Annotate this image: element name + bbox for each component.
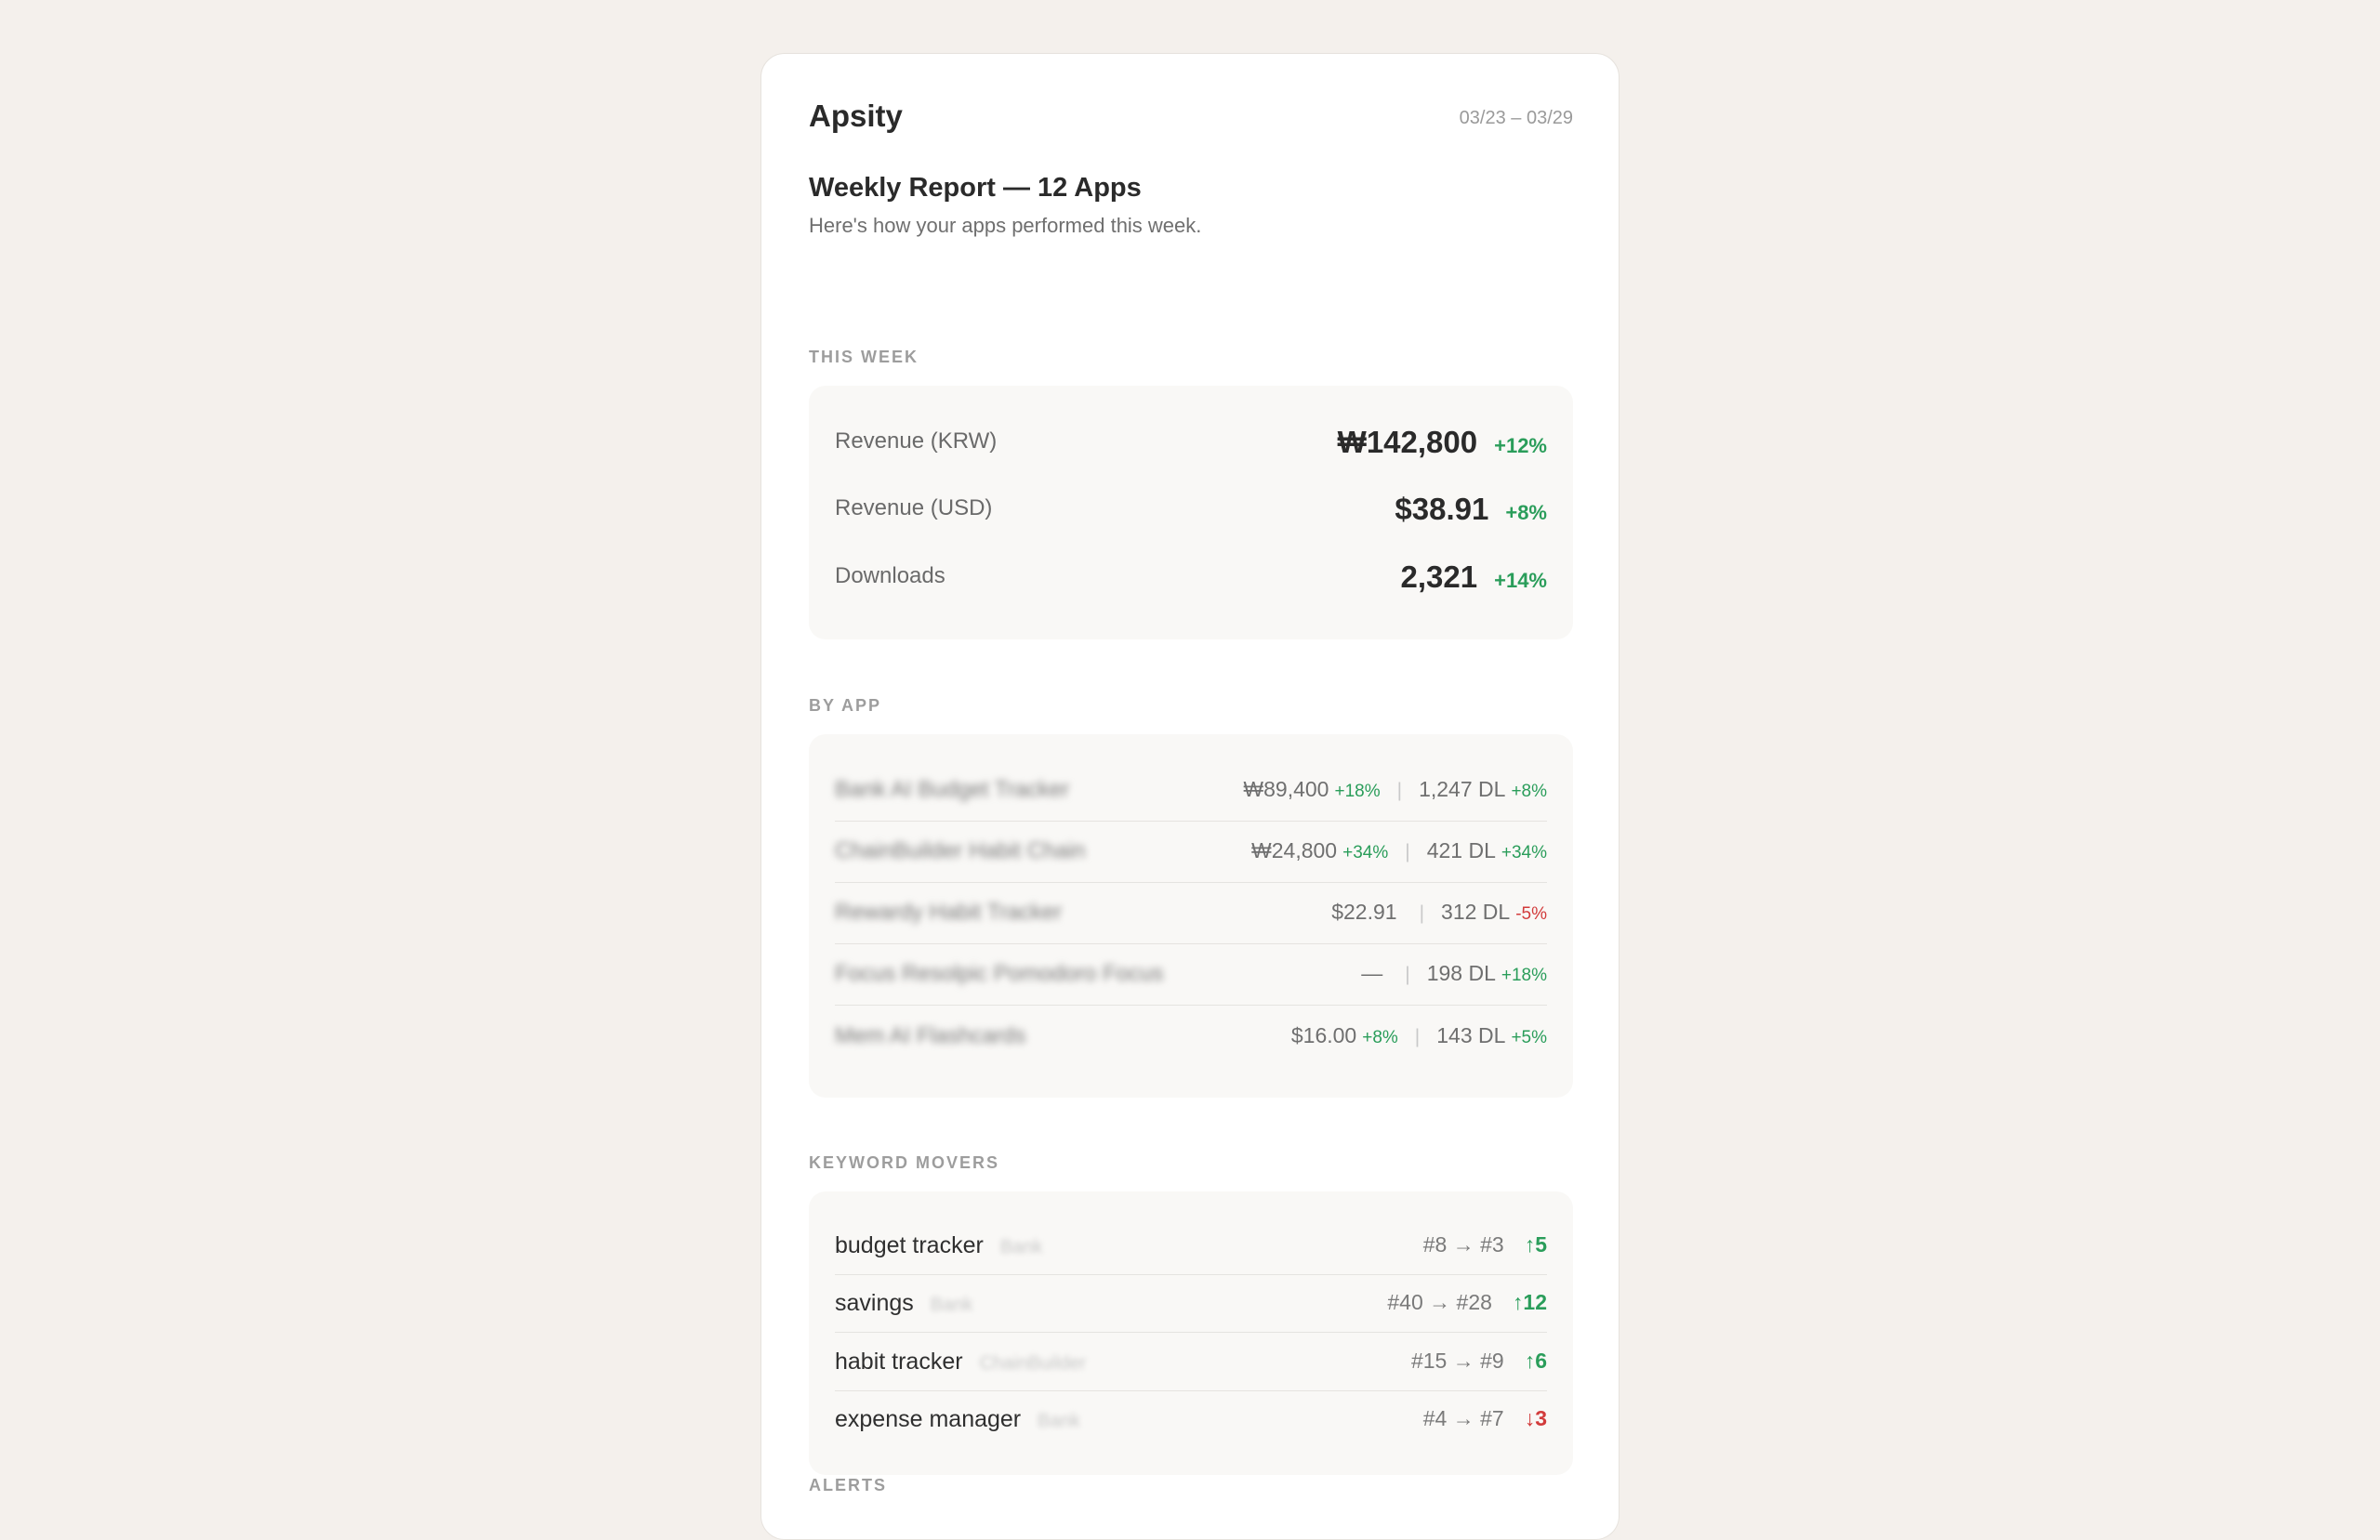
keyword-row[interactable]: habit tracker ChainBuilder #15 → #9 ↑6 <box>835 1334 1547 1391</box>
app-stats: ₩89,400 +18% | 1,247 DL +8% <box>1243 777 1547 802</box>
app-revenue: $16.00 <box>1290 1023 1357 1047</box>
stat-values: 2,321 +14% <box>1401 559 1547 595</box>
weekly-report-card: Apsity 03/23 – 03/29 Weekly Report — 12 … <box>760 53 1620 1540</box>
keyword-name-wrap: expense manager Bank <box>835 1406 1080 1433</box>
keyword-movers-panel: budget tracker Bank #8 → #3 ↑5 savings Ban… <box>809 1191 1573 1475</box>
report-header: Apsity 03/23 – 03/29 <box>809 99 1573 139</box>
by-app-panel: Bank AI Budget Tracker ₩89,400 +18% | 1,… <box>809 734 1573 1098</box>
keyword-rank: #15 → #9 <box>1410 1349 1504 1373</box>
app-revenue: $22.91 <box>1331 900 1397 924</box>
app-downloads-change: +18% <box>1501 966 1547 985</box>
app-downloads: 143 DL <box>1436 1023 1506 1047</box>
app-row[interactable]: Focus Resolpic Pomodoro Focus — | 198 DL… <box>835 944 1547 1006</box>
date-range: 03/23 – 03/29 <box>1459 108 1573 128</box>
app-revenue: ₩24,800 <box>1251 838 1338 862</box>
section-label-by-app: BY APP <box>809 696 882 715</box>
stat-change: +12% <box>1494 434 1547 457</box>
report-title: Weekly Report — 12 Apps <box>809 173 1142 203</box>
keyword-name-wrap: habit tracker ChainBuilder <box>835 1349 1086 1375</box>
app-row[interactable]: ChainBuilder Habit Chain ₩24,800 +34% | … <box>835 822 1547 883</box>
app-stats: $16.00 +8% | 143 DL +5% <box>1291 1023 1547 1048</box>
app-downloads-change: +34% <box>1501 843 1547 862</box>
keyword-app: Bank <box>930 1295 973 1315</box>
app-stats: ₩24,800 +34% | 421 DL +34% <box>1251 838 1547 863</box>
keyword-rank: #8 → #3 <box>1422 1232 1504 1257</box>
stat-value: $38.91 <box>1395 492 1489 526</box>
keyword-row[interactable]: expense manager Bank #4 → #7 ↓3 <box>835 1391 1547 1449</box>
app-downloads: 1,247 DL <box>1419 777 1506 801</box>
keyword-app: Bank <box>1038 1411 1080 1431</box>
keyword-name-wrap: savings Bank <box>835 1290 972 1317</box>
keyword-rank: #4 → #7 <box>1422 1406 1504 1430</box>
app-stats: $22.91 | 312 DL -5% <box>1331 900 1547 925</box>
stat-values: $38.91 +8% <box>1395 492 1547 527</box>
app-name: ChainBuilder Habit Chain <box>835 838 1086 863</box>
stat-label: Downloads <box>835 563 945 588</box>
stat-value: ₩142,800 <box>1337 425 1478 459</box>
app-downloads-change: +8% <box>1511 782 1547 801</box>
stat-values: ₩142,800 +12% <box>1338 425 1547 460</box>
divider: | <box>1419 902 1425 924</box>
stat-change: +8% <box>1505 501 1547 524</box>
report-subtitle: Here's how your apps performed this week… <box>809 214 1202 237</box>
section-label-this-week: THIS WEEK <box>809 348 919 366</box>
this-week-panel: Revenue (KRW) ₩142,800 +12% Revenue (USD… <box>809 386 1573 639</box>
keyword-name-wrap: budget tracker Bank <box>835 1232 1042 1259</box>
section-label-keyword-movers: KEYWORD MOVERS <box>809 1153 1000 1172</box>
app-row[interactable]: Rewardy Habit Tracker $22.91 | 312 DL -5… <box>835 883 1547 944</box>
keyword-app: Bank <box>999 1237 1043 1257</box>
divider: | <box>1405 964 1410 985</box>
app-downloads-change: +5% <box>1511 1028 1547 1047</box>
app-revenue-change: +34% <box>1342 843 1389 862</box>
keyword-stats: #15 → #9 ↑6 <box>1411 1349 1547 1374</box>
app-row[interactable]: Mem AI Flashcards $16.00 +8% | 143 DL +5… <box>835 1007 1547 1068</box>
app-stats: — | 198 DL +18% <box>1361 961 1547 986</box>
app-downloads: 421 DL <box>1426 838 1496 862</box>
keyword-row[interactable]: savings Bank #40 → #28 ↑12 <box>835 1275 1547 1333</box>
keyword-stats: #8 → #3 ↑5 <box>1423 1232 1547 1257</box>
keyword-move-up: ↑5 <box>1524 1232 1547 1257</box>
app-revenue-change: +18% <box>1334 782 1381 801</box>
stat-row-downloads: Downloads 2,321 +14% <box>835 559 1547 600</box>
app-name: Bank AI Budget Tracker <box>835 777 1070 802</box>
stat-row-revenue-krw: Revenue (KRW) ₩142,800 +12% <box>835 425 1547 466</box>
brand-logo-text: Apsity <box>809 99 903 133</box>
divider: | <box>1396 780 1403 801</box>
keyword-app: ChainBuilder <box>979 1353 1087 1374</box>
app-name: Rewardy Habit Tracker <box>835 900 1063 925</box>
app-row[interactable]: Bank AI Budget Tracker ₩89,400 +18% | 1,… <box>835 760 1547 822</box>
app-revenue: — <box>1361 961 1383 985</box>
divider: | <box>1405 841 1410 862</box>
stat-value: 2,321 <box>1400 559 1478 594</box>
app-downloads: 198 DL <box>1426 961 1496 985</box>
keyword-row[interactable]: budget tracker Bank #8 → #3 ↑5 <box>835 1218 1547 1275</box>
stat-change: +14% <box>1494 569 1547 592</box>
app-name: Mem AI Flashcards <box>835 1023 1026 1048</box>
app-name: Focus Resolpic Pomodoro Focus <box>835 961 1164 986</box>
app-downloads-change: -5% <box>1515 904 1547 924</box>
app-revenue: ₩89,400 <box>1243 777 1329 801</box>
stat-label: Revenue (KRW) <box>835 428 998 454</box>
keyword-name: savings <box>835 1290 914 1316</box>
keyword-stats: #40 → #28 ↑12 <box>1387 1290 1547 1315</box>
keyword-stats: #4 → #7 ↓3 <box>1423 1406 1547 1431</box>
stat-label: Revenue (USD) <box>835 495 993 520</box>
app-revenue-change: +8% <box>1362 1028 1398 1047</box>
app-downloads: 312 DL <box>1441 900 1511 924</box>
section-label-alerts: ALERTS <box>809 1476 887 1494</box>
keyword-name: habit tracker <box>835 1349 963 1375</box>
keyword-name: budget tracker <box>835 1232 984 1258</box>
keyword-move-up: ↑6 <box>1524 1349 1547 1373</box>
stat-row-revenue-usd: Revenue (USD) $38.91 +8% <box>835 492 1547 533</box>
divider: | <box>1414 1026 1421 1047</box>
keyword-move-down: ↓3 <box>1524 1406 1547 1430</box>
keyword-move-up: ↑12 <box>1512 1290 1547 1314</box>
keyword-rank: #40 → #28 <box>1387 1290 1492 1314</box>
keyword-name: expense manager <box>835 1406 1022 1432</box>
